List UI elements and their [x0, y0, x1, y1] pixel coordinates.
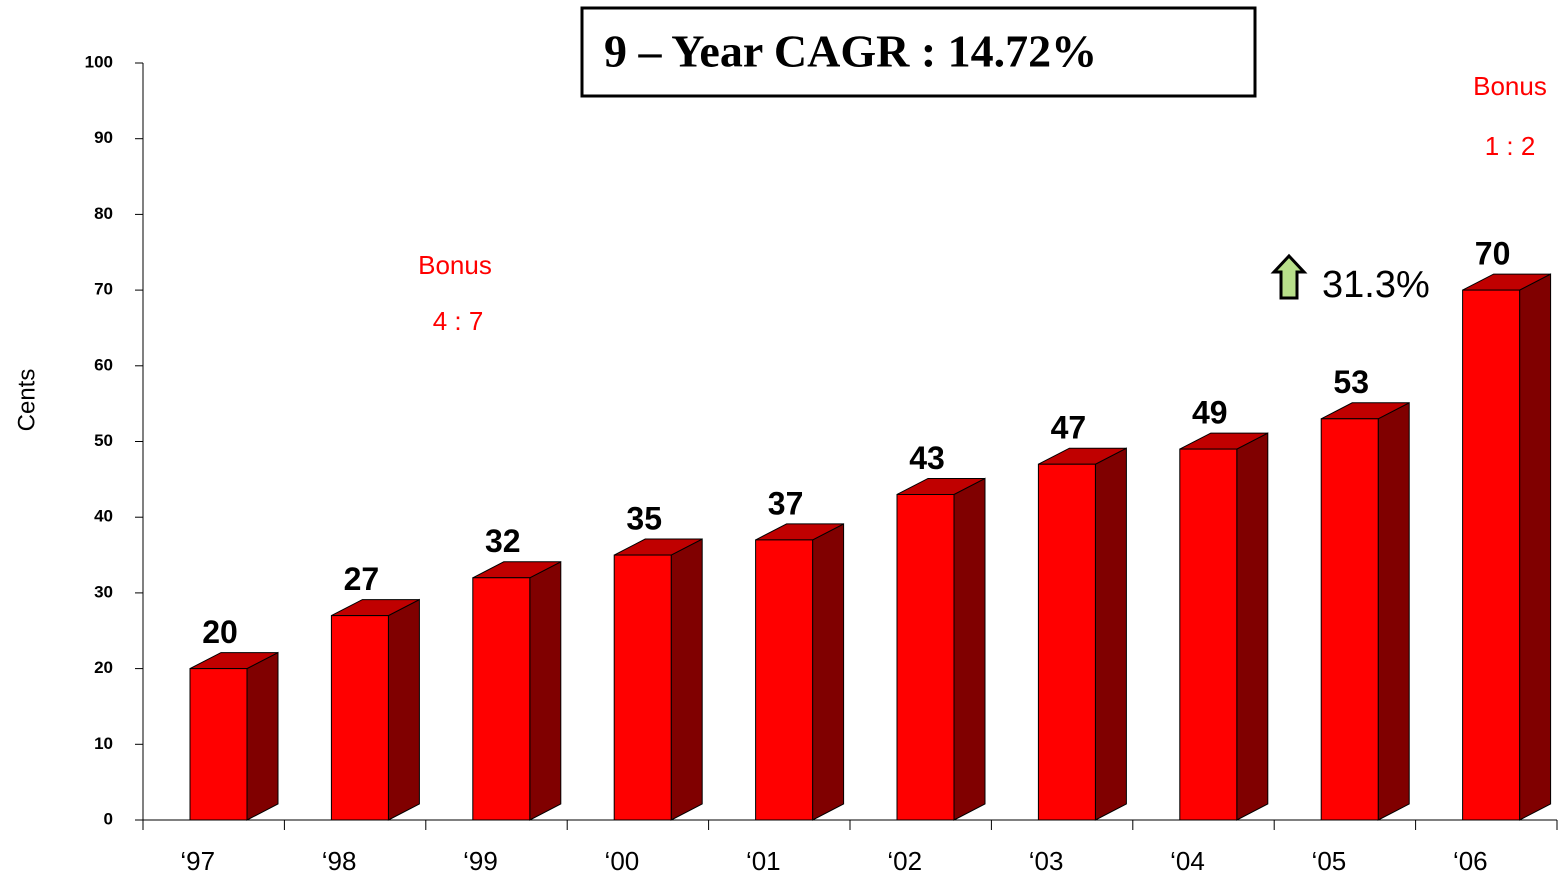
value-label: 47 [1051, 410, 1087, 446]
bar-side [953, 477, 986, 821]
y-tick-label: 0 [104, 809, 113, 828]
value-label: 35 [626, 501, 662, 537]
bar [613, 554, 672, 821]
bar [1179, 448, 1238, 821]
bar [189, 668, 248, 821]
x-tick-label: ‘97 [180, 846, 215, 876]
x-tick-label: ‘04 [1170, 846, 1205, 876]
x-tick-label: ‘01 [746, 846, 781, 876]
title-box [580, 6, 1257, 98]
value-label: 49 [1192, 395, 1228, 431]
bar-side [529, 560, 562, 821]
bar-side [246, 651, 279, 821]
x-tick-label: ‘98 [322, 846, 357, 876]
bar [472, 577, 531, 821]
value-label: 20 [202, 614, 238, 650]
bar [755, 539, 814, 821]
y-tick-label: 20 [94, 658, 113, 677]
y-tick-label: 60 [94, 355, 113, 374]
bar [1462, 289, 1521, 821]
x-tick-label: ‘03 [1029, 846, 1064, 876]
bar [896, 493, 955, 821]
x-tick-label: ‘06 [1453, 846, 1488, 876]
bar-side [387, 598, 420, 821]
bar [1320, 418, 1379, 821]
annotation: Bonus [1473, 71, 1547, 101]
value-label: 43 [909, 440, 945, 476]
y-tick-label: 50 [94, 431, 113, 450]
chart-title: 9 – Year CAGR : 14.72% [604, 26, 1097, 77]
y-tick-label: 40 [94, 507, 113, 526]
x-tick-label: ‘00 [605, 846, 640, 876]
bar [1037, 463, 1096, 821]
y-tick-label: 80 [94, 204, 113, 223]
annotation: 4 : 7 [433, 306, 484, 336]
value-label: 27 [344, 561, 380, 597]
x-tick-label: ‘05 [1312, 846, 1347, 876]
bar-side [1377, 401, 1410, 821]
annotation: 31.3% [1322, 264, 1430, 306]
annotation: 1 : 2 [1485, 131, 1536, 161]
x-tick-label: ‘99 [463, 846, 498, 876]
bar [330, 615, 389, 821]
y-tick-label: 70 [94, 280, 113, 299]
y-tick-label: 90 [94, 128, 113, 147]
y-axis-label: Cents [13, 369, 40, 432]
bar-side [1094, 447, 1127, 821]
x-tick-label: ‘02 [887, 846, 922, 876]
up-arrow-icon [1270, 253, 1308, 300]
bar-side [1236, 432, 1269, 821]
y-tick-label: 100 [85, 52, 113, 71]
annotation: Bonus [418, 250, 492, 280]
bar-side [1519, 273, 1552, 821]
y-tick-label: 30 [94, 582, 113, 601]
value-label: 53 [1333, 364, 1369, 400]
value-label: 37 [768, 485, 804, 521]
bar-side [670, 538, 703, 821]
bar-side [812, 523, 845, 821]
y-tick-label: 10 [94, 734, 113, 753]
value-label: 70 [1475, 236, 1511, 272]
value-label: 32 [485, 523, 521, 559]
